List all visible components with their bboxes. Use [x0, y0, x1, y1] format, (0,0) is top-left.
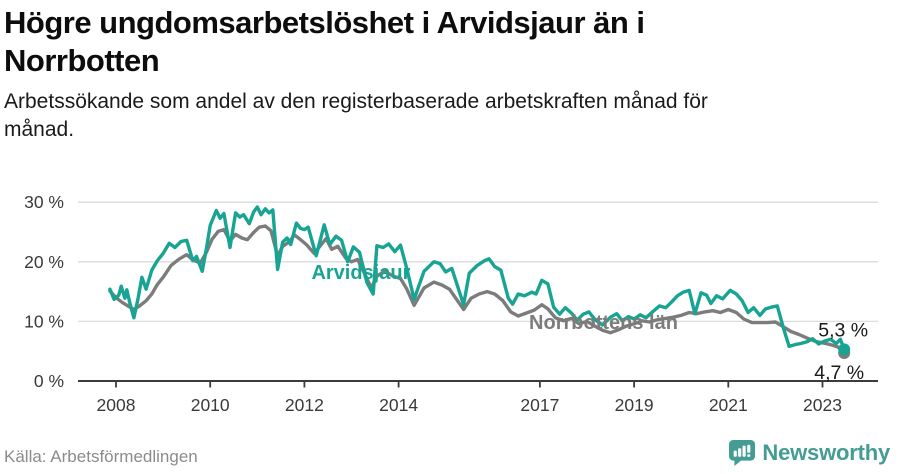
series-annotation-norrbottens-l-n: Norrbottens län [529, 312, 678, 334]
x-tick-label: 2019 [615, 395, 654, 415]
series-end-dot-arvidsjaur [838, 343, 851, 356]
x-tick-label: 2014 [379, 395, 418, 415]
series-end-label-arvidsjaur: 5,3 % [818, 319, 868, 341]
x-tick-label: 2017 [520, 395, 559, 415]
source-note: Källa: Arbetsförmedlingen [4, 447, 198, 466]
x-tick-label: 2021 [709, 395, 748, 415]
x-tick-label: 2012 [285, 395, 324, 415]
x-tick-label: 2008 [97, 395, 136, 415]
series-annotation-arvidsjaur: Arvidsjaur [311, 262, 410, 284]
y-tick-label: 30 % [24, 192, 64, 212]
y-tick-label: 10 % [24, 311, 64, 331]
line-chart: 0 % 10 % 20 % 30 % 2008 2010 2012 2014 2017 2019 2… [24, 192, 878, 415]
series-end-label-norrbottens-l-n: 4,7 % [814, 362, 864, 384]
y-tick-label: 0 % [34, 371, 64, 391]
newsworthy-logo: Newsworthy [729, 440, 890, 466]
series-line-arvidsjaur [108, 205, 846, 352]
y-tick-label: 20 % [24, 252, 64, 272]
x-tick-label: 2010 [191, 395, 230, 415]
newsworthy-logo-text: Newsworthy [762, 440, 890, 465]
x-tick-label: 2023 [803, 395, 842, 415]
page-subtitle: Arbetssökande som andel av den registerb… [4, 90, 708, 141]
series-line-norrbottens-l-n [108, 224, 846, 355]
newsworthy-speech-bubble-chart-icon [729, 440, 756, 466]
page-title: Högre ungdomsarbetslöshet i Arvidsjaur ä… [4, 5, 645, 78]
